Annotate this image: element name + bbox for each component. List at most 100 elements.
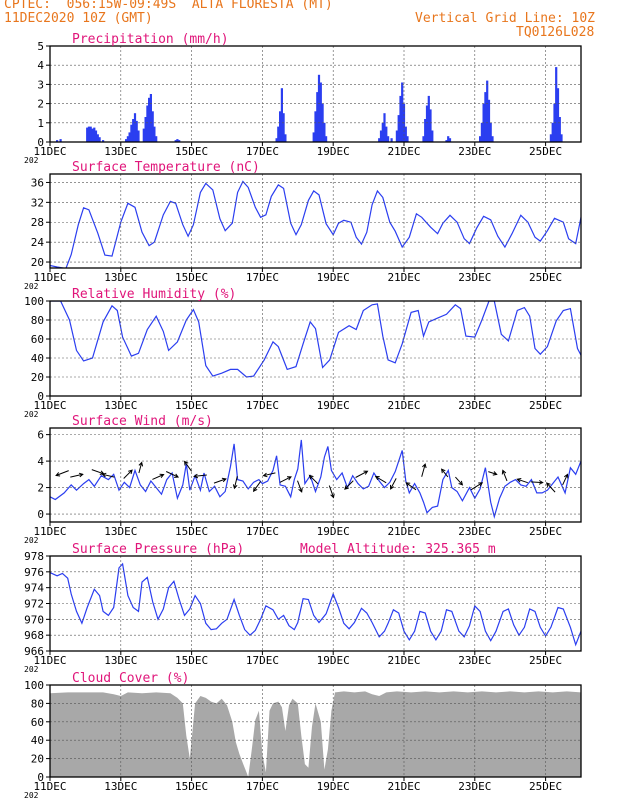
header-grid-line: Vertical Grid Line: 10Z — [415, 11, 596, 26]
precipitation-bar-62 — [429, 109, 432, 142]
precipitation-bar-50 — [390, 138, 393, 142]
precipitation-bar-23 — [149, 94, 152, 142]
cloud-ytick-label-1: 20 — [31, 753, 44, 766]
temperature-title: Surface Temperature (nC) — [72, 160, 260, 175]
humidity-xtick-label-3: 17DEC — [246, 399, 279, 412]
cloud-area — [50, 691, 581, 777]
pressure-year-stub: 202 — [24, 665, 39, 674]
precipitation-bar-8 — [96, 134, 99, 142]
header-model-id: TQ0126L028 — [516, 25, 595, 40]
precipitation-bar-61 — [427, 95, 430, 142]
precipitation-bar-60 — [425, 105, 429, 142]
precipitation-bar-3 — [87, 126, 90, 142]
humidity-ytick-label-1: 20 — [31, 371, 44, 384]
humidity-xtick-label-0: 11DEC — [33, 399, 66, 412]
precipitation-bar-51 — [395, 130, 398, 142]
temperature-xtick-label-4: 19DEC — [317, 271, 350, 284]
wind-arrow-30 — [530, 480, 544, 485]
temperature-year-stub: 202 — [24, 282, 39, 291]
humidity-xtick-label-4: 19DEC — [317, 399, 350, 412]
temperature-xtick-label-0: 11DEC — [33, 271, 66, 284]
pressure-xtick-label-0: 11DEC — [33, 654, 66, 667]
wind-xtick-label-2: 15DEC — [175, 525, 208, 538]
precipitation-bar-33 — [280, 88, 283, 142]
pressure-ytick-label-6: 978 — [24, 550, 44, 563]
precipitation-bar-46 — [381, 122, 384, 142]
precipitation-xtick-label-5: 21DEC — [387, 145, 420, 158]
cloud-year-stub: 202 — [24, 791, 39, 800]
pressure-title: Surface Pressure (hPa) — [72, 542, 244, 557]
cloud-plot-area — [50, 691, 581, 777]
pressure-xtick-label-7: 25DEC — [529, 654, 562, 667]
wind-arrow-21 — [390, 478, 397, 490]
temperature-ytick-label-2: 28 — [31, 216, 44, 229]
precipitation-bar-56 — [404, 126, 407, 142]
precipitation-bar-7 — [94, 130, 98, 142]
pressure-plot-area — [50, 562, 581, 647]
precipitation-bar-17 — [135, 120, 138, 142]
precipitation-bar-64 — [445, 140, 448, 142]
wind-plot-area — [50, 439, 581, 520]
pressure-subtitle: Model Altitude: 325.365 m — [300, 542, 496, 557]
wind-arrow-15 — [297, 480, 303, 493]
precipitation-bar-78 — [555, 67, 558, 142]
humidity-ytick-label-0: 0 — [37, 390, 44, 403]
precipitation-bar-39 — [317, 74, 321, 142]
precipitation-bar-4 — [89, 126, 92, 142]
wind-arrow-27 — [488, 471, 498, 476]
precipitation-bar-29 — [178, 140, 181, 142]
wind-xtick-label-6: 23DEC — [458, 525, 491, 538]
wind-arrow-6 — [152, 473, 165, 480]
header-datetime: 11DEC2020 10Z (GMT) — [4, 11, 153, 26]
cloud-xtick-label-6: 23DEC — [458, 780, 491, 793]
precipitation-bar-73 — [489, 122, 492, 142]
cloud-ytick-label-2: 40 — [31, 734, 44, 747]
wind-xtick-label-0: 11DEC — [33, 525, 66, 538]
precipitation-bar-75 — [549, 134, 552, 142]
precipitation-bar-5 — [91, 128, 94, 142]
pressure-ytick-label-4: 974 — [24, 582, 44, 595]
temperature-frame — [49, 173, 582, 269]
wind-year-stub: 202 — [24, 536, 39, 545]
wind-ytick-label-2: 4 — [37, 455, 44, 468]
precipitation-bar-24 — [151, 111, 154, 142]
wind-arrow-14 — [279, 476, 292, 483]
precipitation-bar-43 — [325, 136, 328, 142]
precipitation-bar-11 — [125, 139, 128, 142]
precipitation-bar-67 — [479, 136, 482, 142]
wind-xtick-label-4: 19DEC — [317, 525, 350, 538]
wind-arrow-25 — [455, 476, 464, 486]
wind-line — [50, 439, 581, 520]
precipitation-bar-44 — [378, 138, 381, 142]
precipitation-bar-53 — [399, 95, 402, 142]
precipitation-ytick-label-3: 3 — [37, 78, 44, 91]
precipitation-bar-28 — [176, 139, 179, 142]
precipitation-bar-81 — [560, 134, 563, 142]
precipitation-plot-area — [56, 67, 563, 142]
temperature-xtick-label-1: 13DEC — [104, 271, 137, 284]
pressure-xtick-label-1: 13DEC — [104, 654, 137, 667]
precipitation-bar-45 — [379, 130, 383, 142]
humidity-ytick-label-2: 40 — [31, 352, 44, 365]
precipitation-bar-16 — [133, 113, 137, 142]
temperature-xtick-label-5: 21DEC — [387, 271, 420, 284]
precipitation-bar-42 — [323, 122, 326, 142]
wind-xtick-label-1: 13DEC — [104, 525, 137, 538]
wind-ytick-label-0: 0 — [37, 508, 44, 521]
pressure-xtick-label-4: 19DEC — [317, 654, 350, 667]
precipitation-frame — [49, 45, 582, 143]
wind-xtick-label-5: 21DEC — [387, 525, 420, 538]
precipitation-bar-74 — [491, 136, 494, 142]
temperature-ytick-label-3: 32 — [31, 196, 44, 209]
pressure-ytick-label-1: 968 — [24, 629, 44, 642]
wind-arrow-26 — [470, 482, 484, 491]
wind-arrow-22 — [405, 482, 417, 491]
precipitation-bar-76 — [551, 122, 554, 142]
wind-arrow-23 — [421, 463, 427, 477]
precipitation-bar-21 — [146, 105, 149, 142]
precipitation-bar-40 — [319, 82, 322, 142]
precipitation-ytick-label-0: 0 — [37, 136, 44, 149]
cloud-ytick-label-3: 60 — [31, 716, 44, 729]
precipitation-xtick-label-3: 17DEC — [246, 145, 279, 158]
